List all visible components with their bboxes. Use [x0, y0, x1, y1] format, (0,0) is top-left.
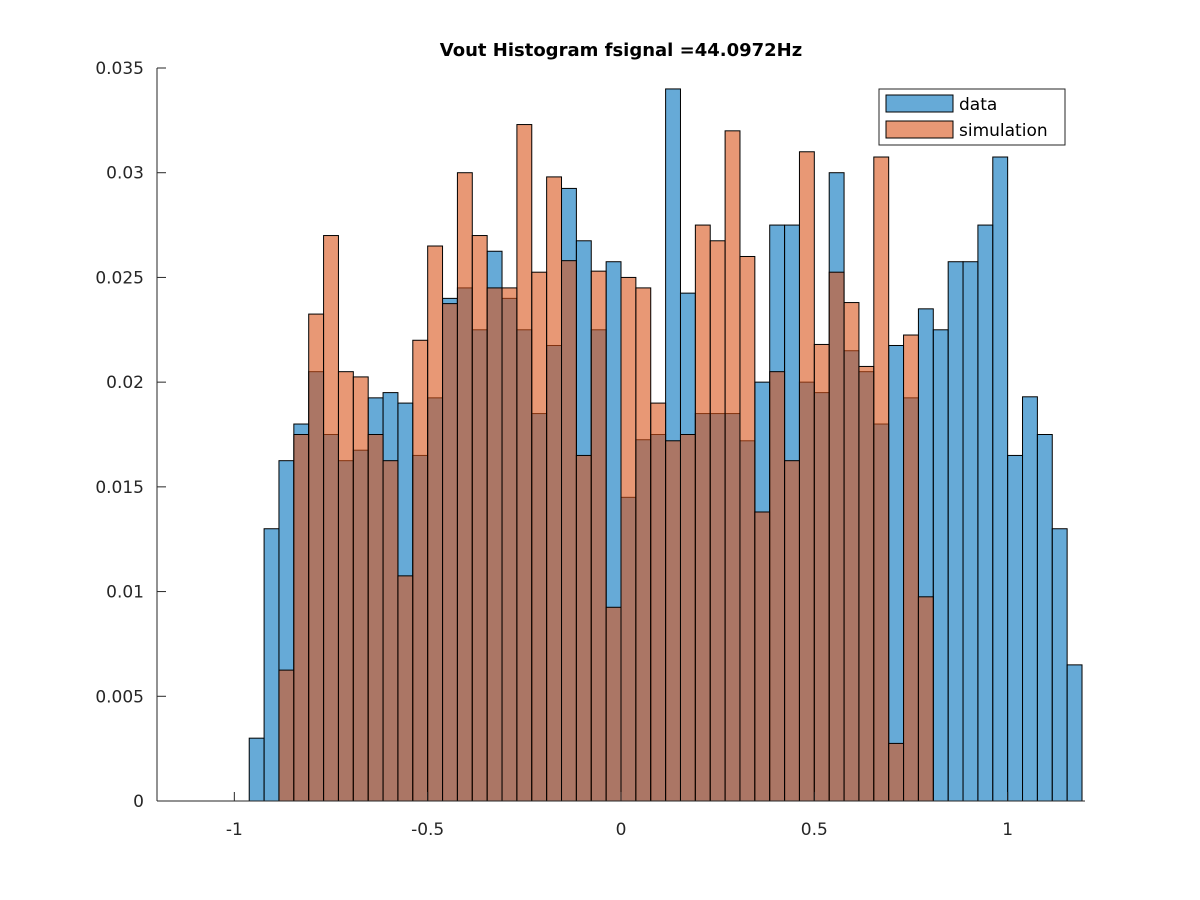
- bar-simulation-23: [590, 270, 607, 802]
- bar-data-47: [947, 261, 964, 802]
- x-tick-label: -1: [226, 820, 243, 840]
- bar-simulation-34: [754, 511, 771, 802]
- bar-simulation-45: [917, 596, 934, 802]
- chart-title: Vout Histogram fsignal =44.0972Hz: [440, 40, 802, 61]
- bar-simulation-8: [367, 434, 384, 802]
- legend: data simulation: [878, 88, 1066, 146]
- bar-simulation-22: [575, 454, 592, 802]
- y-tick-label: 0.015: [95, 478, 144, 498]
- bar-simulation-39: [828, 271, 845, 802]
- bar-data-54: [1051, 528, 1068, 802]
- y-tick-label: 0: [133, 792, 144, 812]
- bar-data-1: [263, 528, 280, 802]
- bar-simulation-24: [605, 606, 622, 802]
- x-tick-label: -0.5: [411, 820, 444, 840]
- y-tick-label: 0.03: [106, 164, 144, 184]
- bar-simulation-7: [352, 376, 369, 802]
- legend-swatch-simulation: [885, 120, 954, 139]
- bar-simulation-28: [665, 440, 681, 802]
- bar-simulation-5: [323, 235, 339, 802]
- bar-data-51: [1007, 454, 1024, 802]
- x-tick-label: 1: [1002, 820, 1013, 840]
- bar-simulation-30: [694, 224, 711, 802]
- legend-label-data: data: [959, 95, 997, 115]
- bar-data-50: [992, 156, 1009, 802]
- bar-data-43: [888, 344, 905, 802]
- x-tick-label: 0: [616, 820, 627, 840]
- bar-simulation-38: [813, 343, 830, 802]
- bar-simulation-15: [471, 235, 488, 802]
- bar-simulation-16: [486, 287, 503, 802]
- bar-simulation-31: [709, 240, 726, 802]
- y-axis-ticks: 0 0.005 0.01 0.015 0.02 0.025 0.03 0.035: [95, 59, 166, 812]
- bar-simulation-14: [456, 172, 473, 802]
- bar-simulation-35: [769, 371, 786, 802]
- bar-simulation-10: [397, 575, 414, 802]
- bar-simulation-44: [903, 334, 919, 802]
- y-tick-label: 0.025: [95, 268, 144, 288]
- bar-simulation-43: [888, 742, 905, 802]
- bar-data-55: [1066, 664, 1083, 802]
- bar-data-0: [248, 737, 265, 802]
- bar-simulation-6: [337, 371, 354, 802]
- y-tick-label: 0.005: [95, 687, 144, 707]
- y-tick-label: 0.01: [106, 583, 144, 603]
- bar-data-53: [1036, 434, 1053, 802]
- bar-simulation-19: [531, 271, 548, 802]
- x-tick-label: 0.5: [801, 820, 828, 840]
- bar-simulation-29: [679, 434, 696, 802]
- bar-simulation-21: [561, 260, 577, 802]
- bar-data-46: [932, 329, 949, 802]
- legend-label-simulation: simulation: [959, 121, 1048, 141]
- bar-simulation-20: [546, 176, 563, 802]
- bar-simulation-2: [278, 669, 295, 802]
- bar-simulation-4: [308, 313, 325, 802]
- legend-swatch-data: [885, 94, 954, 113]
- x-axis-ticks: -1 -0.5 0 0.5 1: [226, 792, 1013, 840]
- bar-simulation-32: [724, 130, 741, 802]
- bar-simulation-26: [635, 287, 652, 802]
- bar-data-52: [1022, 396, 1038, 802]
- bar-simulation-18: [516, 124, 533, 802]
- bar-simulation-37: [798, 151, 815, 802]
- bar-simulation-3: [293, 434, 310, 802]
- bar-data-48: [962, 261, 979, 802]
- bar-data-49: [977, 224, 994, 802]
- bar-simulation-33: [739, 255, 756, 802]
- bar-simulation-40: [843, 302, 860, 802]
- bar-simulation-25: [620, 276, 637, 802]
- bar-simulation-17: [501, 287, 518, 802]
- y-tick-label: 0.035: [95, 59, 144, 79]
- bar-simulation-42: [873, 156, 890, 802]
- bar-simulation-41: [858, 365, 875, 802]
- bar-simulation-9: [382, 460, 399, 802]
- bar-simulation-36: [784, 460, 800, 802]
- bar-simulation-11: [412, 339, 429, 802]
- bar-simulation-12: [427, 245, 444, 802]
- bar-simulation-27: [650, 402, 667, 802]
- bar-simulation-13: [442, 303, 458, 802]
- y-tick-label: 0.02: [106, 373, 144, 393]
